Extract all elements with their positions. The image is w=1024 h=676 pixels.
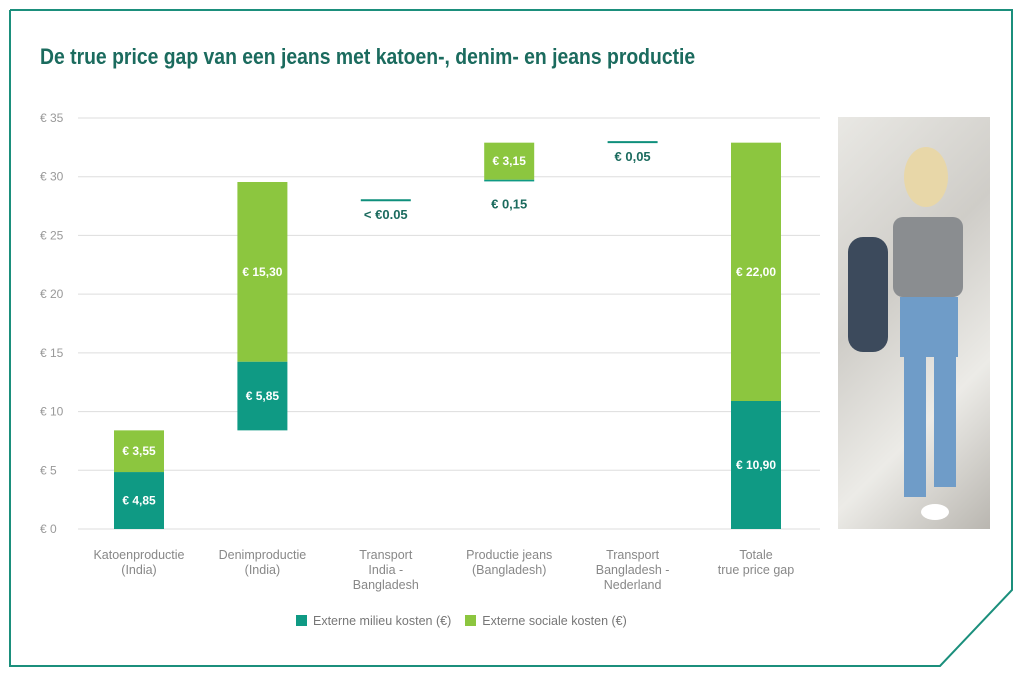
bar-segment	[484, 179, 535, 182]
x-tick-label: Denimproductie	[219, 548, 307, 562]
data-label: < €0.05	[364, 207, 408, 222]
legend: Externe milieu kosten (€) Externe social…	[296, 614, 627, 628]
x-tick-label: (India)	[245, 563, 280, 577]
bar-segment	[114, 472, 164, 529]
data-label: € 4,85	[122, 494, 156, 508]
x-tick-label: Transport	[606, 548, 660, 562]
y-tick-label: € 20	[40, 287, 64, 301]
x-tick-label: India -	[368, 563, 403, 577]
x-tick-label: (India)	[121, 563, 156, 577]
data-label: € 10,90	[736, 458, 776, 472]
bar-segment	[237, 181, 288, 362]
y-tick-label: € 25	[40, 228, 64, 242]
y-tick-label: € 10	[40, 405, 64, 419]
y-tick-label: € 5	[40, 463, 57, 477]
y-tick-label: € 35	[40, 111, 64, 125]
data-label: € 15,30	[242, 265, 282, 279]
chart-title: De true price gap van een jeans met kato…	[40, 44, 696, 69]
bar-segment	[237, 361, 288, 431]
legend-item-milieu: Externe milieu kosten (€)	[296, 614, 451, 628]
x-tick-label: Productie jeans	[466, 548, 552, 562]
x-tick-label: Bangladesh -	[596, 563, 670, 577]
x-tick-label: Transport	[359, 548, 413, 562]
y-tick-label: € 0	[40, 522, 57, 536]
bar-segment	[731, 401, 781, 529]
data-label: € 0,15	[491, 196, 527, 211]
data-label: € 5,85	[246, 389, 280, 403]
x-tick-label: Katoenproductie	[93, 548, 184, 562]
y-tick-label: € 15	[40, 346, 64, 360]
data-label: € 3,15	[493, 154, 527, 168]
bar-segment	[731, 142, 781, 402]
x-tick-label: Bangladesh	[353, 578, 419, 592]
x-tick-label: Totale	[739, 548, 772, 562]
photo-woman-in-jeans	[838, 117, 990, 529]
x-tick-label: (Bangladesh)	[472, 563, 546, 577]
data-label: € 22,00	[736, 265, 776, 279]
bar-segment	[484, 142, 535, 180]
legend-item-sociaal: Externe sociale kosten (€)	[465, 614, 627, 628]
legend-label: Externe sociale kosten (€)	[482, 614, 627, 628]
x-tick-label: Nederland	[604, 578, 662, 592]
data-label: € 0,05	[615, 149, 651, 164]
legend-label: Externe milieu kosten (€)	[313, 614, 452, 628]
x-tick-label: true price gap	[718, 563, 794, 577]
data-label: € 3,55	[122, 444, 156, 458]
y-tick-label: € 30	[40, 170, 64, 184]
bar-segment	[114, 430, 164, 473]
